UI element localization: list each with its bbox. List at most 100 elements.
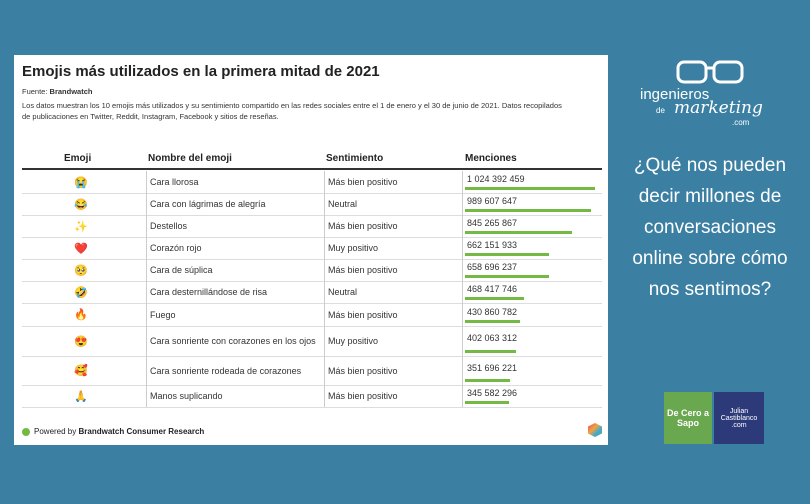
mentions-bar <box>465 275 549 278</box>
badge-com: .com <box>731 421 747 429</box>
vsep <box>146 193 147 215</box>
header: Nombre del emoji <box>148 153 232 164</box>
vsep <box>462 237 463 259</box>
sentiment: Neutral <box>328 199 358 209</box>
vsep <box>462 356 463 385</box>
vsep <box>462 171 463 193</box>
vsep <box>324 281 325 303</box>
emoji-name: Cara con lágrimas de alegría <box>150 199 266 209</box>
vsep <box>324 259 325 281</box>
header: Emoji <box>64 153 92 164</box>
vsep <box>324 215 325 237</box>
vsep <box>146 303 147 326</box>
sentiment: Más bien positivo <box>328 391 398 401</box>
vsep <box>146 356 147 385</box>
emoji-name: Cara llorosa <box>150 177 199 187</box>
vsep <box>324 171 325 193</box>
table-row: 😍 Cara sonriente con corazones en los ojo… <box>22 326 602 357</box>
mentions-bar <box>465 320 520 323</box>
badge-julian: Julian Castiblanco .com <box>714 392 764 444</box>
vsep <box>324 303 325 326</box>
mentions-bar <box>465 297 525 300</box>
vsep <box>324 326 325 356</box>
mentions-bar <box>465 187 595 190</box>
emoji: ✨ <box>74 220 88 233</box>
vsep <box>146 326 147 356</box>
mentions-bar <box>465 379 510 382</box>
vsep <box>462 326 463 356</box>
table-row: 🤣 Cara desternillándose de risa Neutral 468… <box>22 281 602 304</box>
footer-prefix: Powered by <box>34 427 77 436</box>
header: Menciones <box>465 153 517 164</box>
sentiment: Muy positivo <box>328 243 379 253</box>
table-card: Emojis más utilizados en la primera mita… <box>14 55 608 445</box>
table-row: 🥺 Cara de súplica Más bien positivo 658 696… <box>22 259 602 282</box>
header: Sentimiento <box>326 153 384 164</box>
vsep <box>324 193 325 215</box>
sentiment: Más bien positivo <box>328 221 398 231</box>
emoji: 🔥 <box>74 309 88 321</box>
mentions-bar <box>465 209 591 212</box>
logo-com: .com <box>732 118 750 127</box>
vsep <box>462 303 463 326</box>
table-row: 🙏 Manos suplicando Más bien positivo 345 58… <box>22 385 602 408</box>
emoji: ❤️ <box>74 242 88 255</box>
emoji: 🥰 <box>74 365 88 377</box>
mentions: 658 696 237 <box>467 262 518 272</box>
mentions-bar <box>465 350 517 353</box>
sentiment: Más bien positivo <box>328 365 398 376</box>
mentions-bar <box>465 231 573 234</box>
brand-icon <box>588 423 602 437</box>
vsep <box>462 193 463 215</box>
description: Los datos muestran los 10 emojis más uti… <box>22 101 562 121</box>
table-row: 🔥 Fuego Más bien positivo 430 860 782 <box>22 303 602 327</box>
vsep <box>146 215 147 237</box>
mentions: 845 265 867 <box>467 218 518 228</box>
table-row: ❤️ Corazón rojo Muy positivo 662 151 933 <box>22 237 602 260</box>
emoji: 😍 <box>74 335 88 348</box>
footer-brand: Brandwatch Consumer Research <box>78 427 205 436</box>
logo: ingenieros de marketing .com <box>636 60 786 130</box>
vsep <box>146 281 147 303</box>
vsep <box>146 237 147 259</box>
vsep <box>146 171 147 193</box>
mentions: 468 417 746 <box>467 284 518 294</box>
table-row: ✨ Destellos Más bien positivo 845 265 867 <box>22 215 602 238</box>
emoji-name: Cara desternillándose de risa <box>150 287 268 297</box>
table-row: 😂 Cara con lágrimas de alegría Neutral 989 … <box>22 193 602 216</box>
emoji-name: Corazón rojo <box>150 243 202 253</box>
footer: Powered by Brandwatch Consumer Research <box>22 427 204 436</box>
table-row: 🥰 Cara sonriente rodeada de corazones Más … <box>22 356 602 386</box>
mentions: 662 151 933 <box>467 240 518 250</box>
mentions-bar <box>465 253 550 256</box>
vsep <box>462 215 463 237</box>
emoji-name: Manos suplicando <box>150 391 223 401</box>
emoji-name: Destellos <box>150 221 188 231</box>
emoji: 🥺 <box>74 264 88 277</box>
sentiment: Más bien positivo <box>328 265 398 275</box>
vsep <box>462 385 463 407</box>
emoji-name: Cara sonriente rodeada de corazones <box>150 365 302 376</box>
mentions: 430 860 782 <box>467 306 518 317</box>
table-row: 😭 Cara llorosa Más bien positivo 1 024 392 … <box>22 171 602 194</box>
title: Emojis más utilizados en la primera mita… <box>22 63 380 80</box>
mentions: 1 024 392 459 <box>467 174 525 184</box>
badge-sapo: De Cero a Sapo <box>664 392 712 444</box>
logo-main: marketing <box>674 98 763 118</box>
emoji: 😭 <box>74 176 88 189</box>
vsep <box>462 259 463 281</box>
emoji: 🤣 <box>74 286 88 299</box>
vsep <box>324 237 325 259</box>
vsep <box>324 356 325 385</box>
emoji-name: Cara de súplica <box>150 265 213 275</box>
logo-top: ingenieros <box>640 86 710 103</box>
sentiment: Más bien positivo <box>328 309 398 320</box>
mentions: 989 607 647 <box>467 196 518 206</box>
badge-name: Julian Castiblanco <box>720 407 758 422</box>
emoji-name: Cara sonriente con corazones en los ojos <box>150 336 316 346</box>
vsep <box>324 385 325 407</box>
vsep <box>146 259 147 281</box>
source-name: Brandwatch <box>49 87 93 96</box>
logo-glasses <box>676 60 744 84</box>
